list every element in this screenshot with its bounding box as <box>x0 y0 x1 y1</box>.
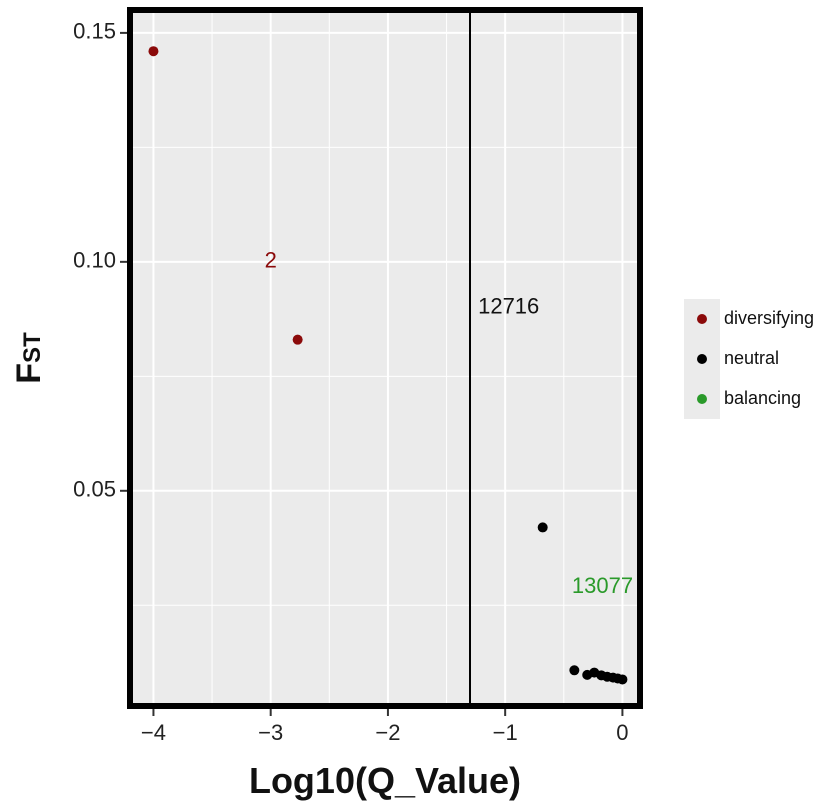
x-axis-ticks: −4 −3 −2 −1 0 <box>141 709 629 745</box>
legend: diversifying neutral balancing <box>684 299 814 419</box>
data-point-diversifying <box>148 46 159 57</box>
x-tick-label: 0 <box>616 720 628 745</box>
data-points <box>148 46 628 685</box>
annotation-label: 12716 <box>478 293 539 318</box>
y-tick-label: 0.05 <box>73 477 116 502</box>
x-tick-label: −3 <box>258 720 283 745</box>
x-tick-label: −2 <box>375 720 400 745</box>
x-tick-label: −4 <box>141 720 166 745</box>
data-point-neutral <box>617 674 628 685</box>
legend-marker-balancing <box>697 394 707 404</box>
y-tick-label: 0.10 <box>73 248 116 273</box>
y-axis-ticks: 0.05 0.10 0.15 <box>73 19 127 502</box>
y-axis-title-main: F <box>10 363 48 384</box>
annotation-label: 13077 <box>572 573 633 598</box>
legend-label-diversifying: diversifying <box>724 308 814 328</box>
y-axis-title: FST <box>10 332 48 384</box>
grid-major <box>130 10 640 706</box>
y-axis-title-sub: ST <box>19 332 46 363</box>
panel-background <box>130 10 640 706</box>
panel-border <box>127 7 643 709</box>
x-tick-label: −1 <box>493 720 518 745</box>
legend-marker-diversifying <box>697 314 707 324</box>
grid-minor <box>130 10 640 706</box>
legend-label-balancing: balancing <box>724 388 801 408</box>
x-axis-title: Log10(Q_Value) <box>249 760 521 801</box>
data-point-neutral <box>569 665 580 676</box>
data-point-neutral <box>537 522 548 533</box>
y-tick-label: 0.15 <box>73 19 116 44</box>
legend-marker-neutral <box>697 354 707 364</box>
legend-label-neutral: neutral <box>724 348 779 368</box>
annotation-label: 2 <box>265 248 277 273</box>
data-point-diversifying <box>292 334 303 345</box>
annotations: 2 12716 13077 <box>265 248 634 598</box>
